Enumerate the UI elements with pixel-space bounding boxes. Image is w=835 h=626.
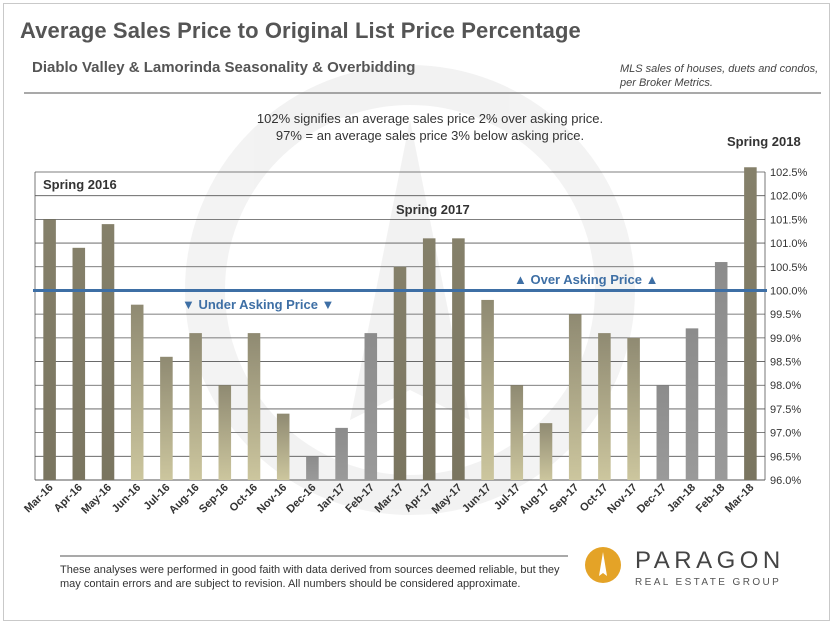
bar-jul-17 (510, 385, 524, 480)
x-tick-label: May-16 (79, 482, 114, 517)
bar-jun-16 (130, 304, 144, 480)
annotation-spring-2018: Spring 2018 (727, 134, 801, 149)
bar-aug-17 (539, 423, 553, 480)
bar-jun-17 (481, 299, 494, 480)
bar-oct-17 (598, 333, 611, 480)
y-tick-label: 97.0% (770, 428, 801, 440)
bar-sep-16 (218, 385, 232, 480)
x-tick-label: Sep-17 (547, 482, 581, 516)
bar-dec-17 (656, 385, 670, 480)
bar-apr-17 (422, 238, 436, 480)
note-line-1: 102% signifies an average sales price 2%… (256, 111, 604, 126)
annotation-over-asking: ▲ Over Asking Price ▲ (514, 272, 658, 287)
annotation-spring-2017: Spring 2017 (396, 202, 470, 217)
y-tick-label: 98.5% (770, 357, 801, 369)
y-tick-label: 100.5% (770, 262, 808, 274)
x-tick-label: Jun-16 (110, 482, 144, 516)
bar-may-17 (452, 238, 465, 480)
y-tick-label: 96.5% (770, 451, 801, 463)
x-tick-label: Mar-16 (22, 482, 56, 516)
y-tick-label: 99.5% (770, 309, 801, 321)
y-tick-label: 96.0% (770, 475, 801, 487)
chart-note: 102% signifies an average sales price 2%… (150, 110, 710, 144)
logo-tagline: REAL ESTATE GROUP (635, 577, 782, 588)
bar-jan-18 (685, 328, 699, 480)
disclaimer-text: These analyses were performed in good fa… (60, 564, 560, 590)
x-tick-label: Feb-18 (694, 482, 728, 516)
note-line-2: 97% = an average sales price 3% below as… (275, 128, 585, 143)
bar-nov-16 (276, 413, 290, 480)
x-tick-label: Oct-16 (227, 482, 260, 515)
bar-apr-16 (72, 247, 86, 480)
bar-nov-17 (627, 337, 640, 480)
y-tick-label: 101.0% (770, 238, 808, 250)
y-tick-label: 102.0% (770, 191, 808, 203)
x-tick-label: Nov-16 (255, 482, 289, 516)
bar-may-16 (101, 224, 115, 480)
header-divider (24, 92, 821, 94)
x-tick-label: Sep-16 (197, 482, 231, 516)
x-tick-label: Jan-18 (665, 482, 698, 515)
paragon-logo-mark-icon (585, 547, 621, 583)
y-tick-label: 98.0% (770, 380, 801, 392)
x-tick-label: Mar-18 (723, 482, 757, 516)
bar-aug-16 (189, 333, 202, 480)
bar-jan-17 (335, 427, 348, 480)
bar-dec-16 (306, 456, 319, 480)
page-subtitle: Diablo Valley & Lamorinda Seasonality & … (32, 59, 416, 76)
y-tick-label: 99.0% (770, 333, 801, 345)
logo-wordmark: PARAGON (635, 547, 785, 574)
source-note: MLS sales of houses, duets and condos, p… (620, 63, 819, 89)
bar-mar-18 (744, 167, 757, 480)
annotation-spring-2016: Spring 2016 (43, 177, 117, 192)
annotation-under-asking: ▼ Under Asking Price ▼ (182, 297, 334, 312)
x-tick-label: Aug-16 (167, 482, 202, 517)
x-tick-label: Dec-17 (635, 482, 669, 516)
bar-feb-17 (364, 333, 378, 480)
bar-mar-17 (393, 266, 407, 480)
y-tick-label: 100.0% (770, 285, 808, 297)
paragon-logo: PARAGON REAL ESTATE GROUP (583, 545, 823, 605)
y-tick-label: 102.5% (770, 167, 808, 179)
x-tick-label: Aug-17 (517, 482, 552, 517)
bar-sep-17 (568, 314, 582, 480)
chart-frame (3, 3, 830, 621)
bar-oct-16 (247, 333, 261, 480)
footer-divider (60, 555, 568, 557)
y-tick-label: 101.5% (770, 214, 808, 226)
page-title: Average Sales Price to Original List Pri… (20, 18, 581, 43)
bar-jul-16 (160, 356, 173, 480)
bar-feb-18 (714, 262, 728, 480)
bar-mar-16 (43, 219, 56, 480)
y-tick-label: 97.5% (770, 404, 801, 416)
x-tick-label: Nov-17 (605, 482, 639, 516)
x-tick-label: Oct-17 (578, 482, 611, 515)
